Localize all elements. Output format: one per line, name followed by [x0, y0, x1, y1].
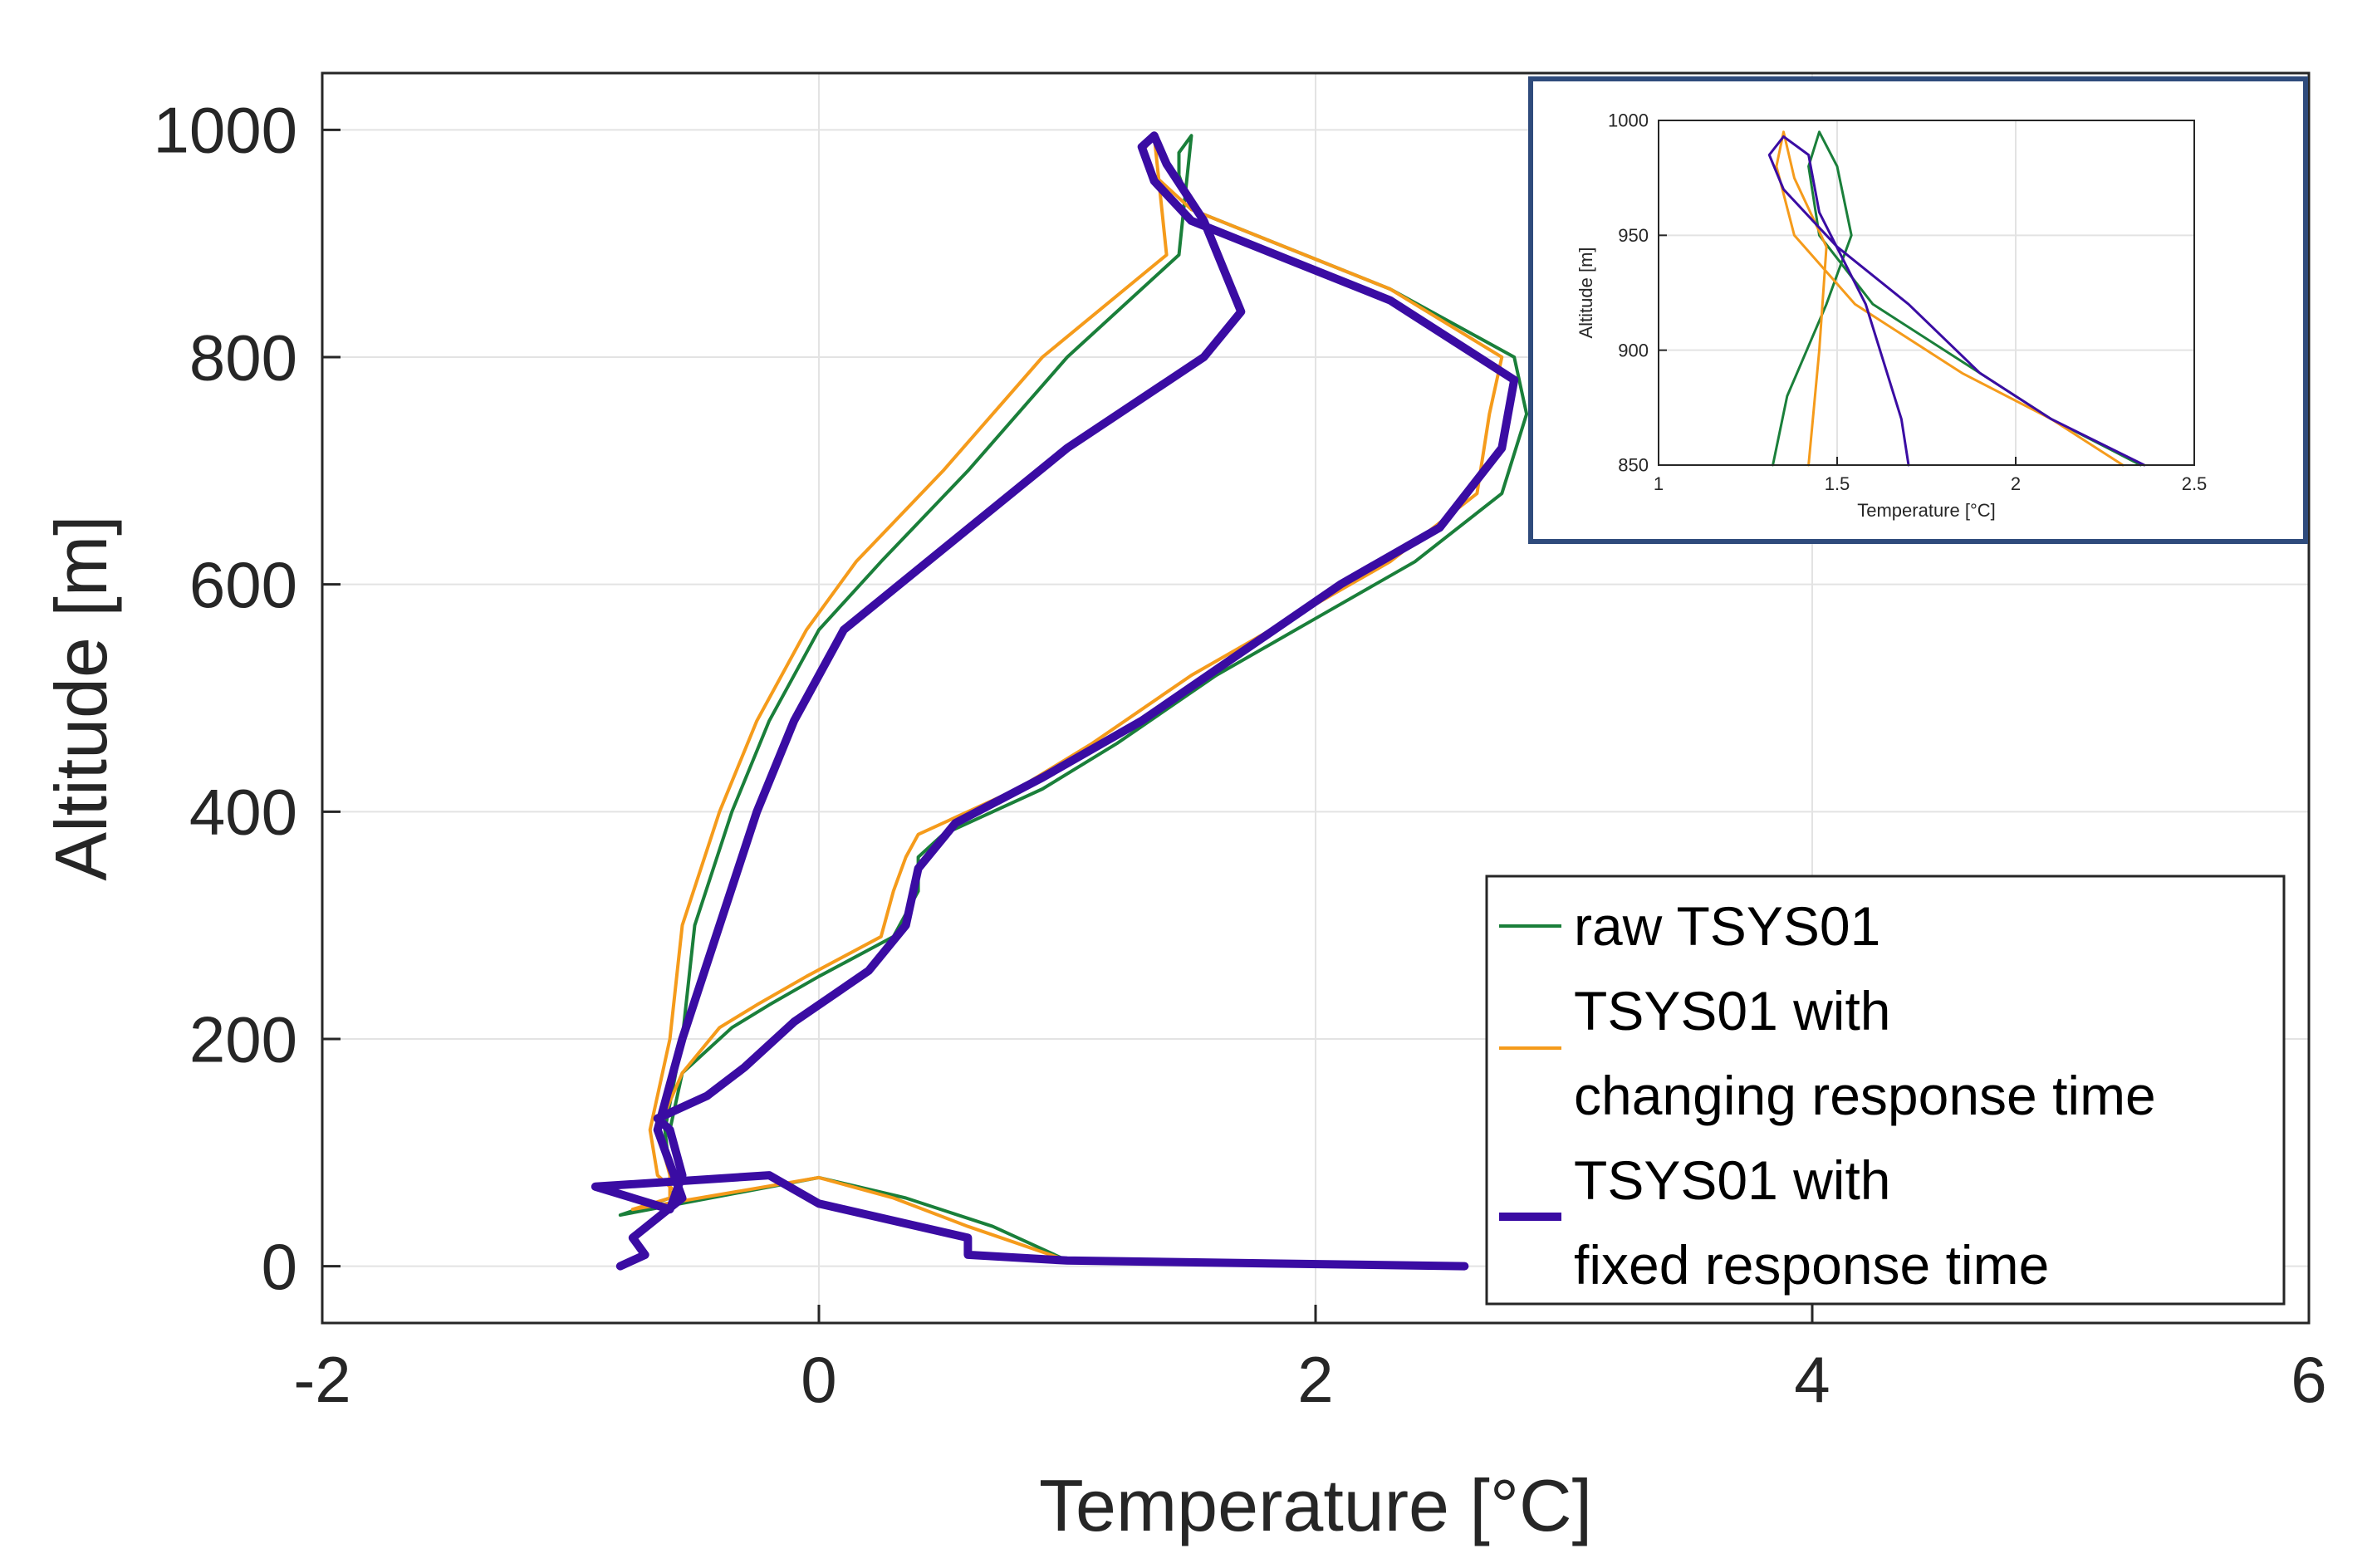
legend-label-changing: TSYS01 with changing response time	[1574, 980, 2156, 1126]
legend-label-fixed-line-2: fixed response time	[1574, 1234, 2049, 1296]
main-x-tick-label: 4	[1794, 1343, 1830, 1416]
legend-label-fixed-line-1: TSYS01 with	[1574, 1149, 1891, 1211]
inset-x-axis-label: Temperature [°C]	[1857, 500, 1996, 521]
main-y-tick-label: 600	[189, 548, 297, 621]
main-y-tick-label: 1000	[153, 94, 297, 167]
main-y-axis-label: Altitude [m]	[40, 515, 122, 880]
main-x-tick-label: 6	[2291, 1343, 2326, 1416]
main-x-tick-label: 0	[801, 1343, 836, 1416]
inset-y-tick-label: 950	[1618, 225, 1649, 246]
inset-x-tick-label: 1	[1654, 473, 1664, 494]
legend-box	[1485, 875, 2286, 1306]
inset-series-changing	[1775, 130, 2125, 467]
main-y-tick-label: 0	[262, 1230, 297, 1303]
legend: raw TSYS01 TSYS01 with changing response…	[1485, 875, 2286, 1306]
legend-label-changing-line-2: changing response time	[1574, 1065, 2156, 1126]
inset-series-fixed	[1767, 135, 2146, 467]
main-x-tick-label: 2	[1297, 1343, 1333, 1416]
main-y-tick-label: 200	[189, 1002, 297, 1076]
inset-plot: 1 1.5 2 2.5 850 900 950 1000 Temperature [°C] Alt…	[1528, 76, 2308, 544]
legend-label-fixed: TSYS01 with fixed response time	[1574, 1149, 2049, 1296]
inset-x-tick-label: 1.5	[1825, 473, 1850, 494]
main-y-tick-label: 800	[189, 321, 297, 394]
inset-y-axis-label: Altitude [m]	[1576, 247, 1596, 338]
main-series-fixed	[591, 131, 1519, 1271]
inset-y-tick-label: 1000	[1608, 110, 1649, 131]
legend-label-changing-line-1: TSYS01 with	[1574, 980, 1891, 1041]
inset-x-tick-label: 2.5	[2182, 473, 2208, 494]
main-x-axis-label: Temperature [°C]	[1039, 1464, 1592, 1546]
main-y-tick-label: 400	[189, 776, 297, 849]
legend-label-raw: raw TSYS01	[1574, 895, 1880, 957]
inset-y-tick-label: 900	[1618, 340, 1649, 360]
inset-y-tick-label: 850	[1618, 455, 1649, 476]
inset-x-tick-label: 2	[2011, 473, 2021, 494]
main-x-tick-label: -2	[293, 1343, 350, 1416]
inset-axes-box	[1658, 120, 2195, 466]
inset-plot-area	[1659, 120, 2194, 465]
